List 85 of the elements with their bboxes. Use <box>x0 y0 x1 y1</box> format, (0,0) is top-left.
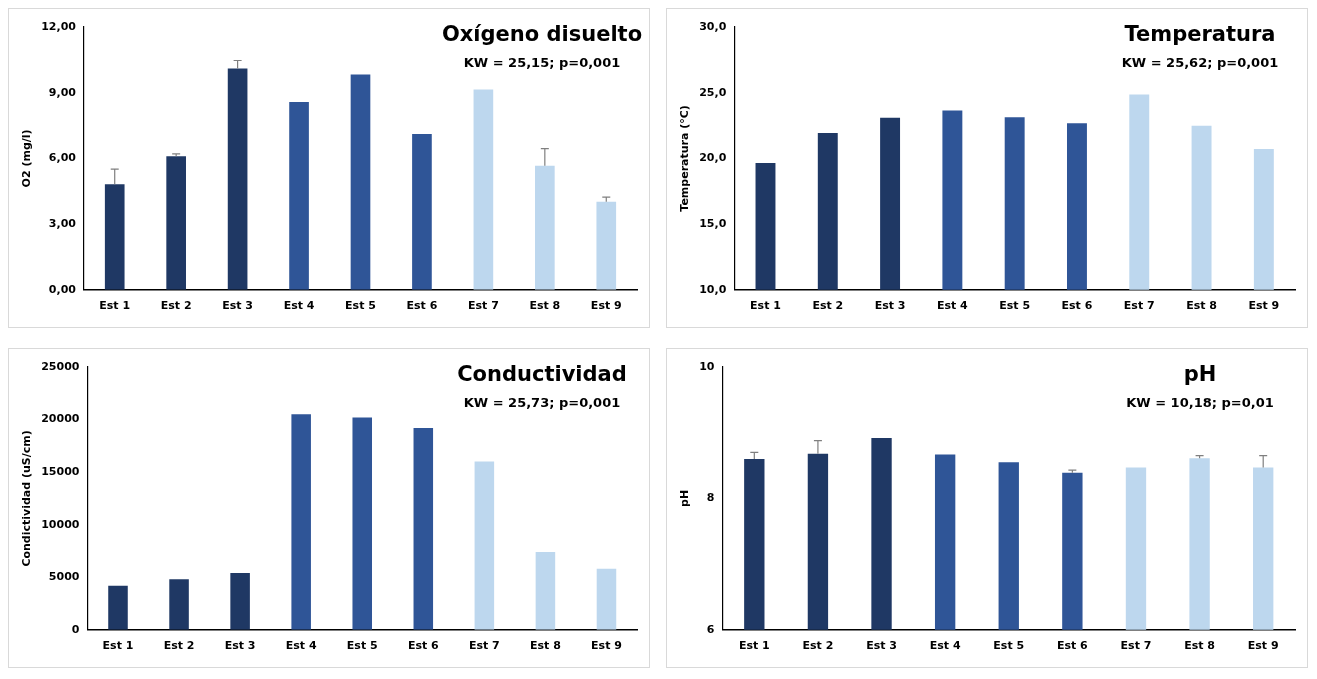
x-tick-label: Est 1 <box>102 639 134 653</box>
bar <box>473 89 494 290</box>
x-tick-label: Est 5 <box>993 639 1025 653</box>
chart-title: Conductividad <box>457 361 627 386</box>
x-tick-label: Est 3 <box>224 639 256 653</box>
x-tick-label: Est 1 <box>750 299 781 313</box>
y-tick-label: 20,0 <box>699 151 727 165</box>
x-tick-label: Est 1 <box>738 639 770 653</box>
bar <box>413 427 434 630</box>
y-axis-title: Condictividad (uS/cm) <box>20 430 34 567</box>
bar <box>350 74 371 290</box>
text: KW = 25,15; p=0,001 <box>463 54 621 70</box>
bar <box>474 461 495 630</box>
y-axis-title: O2 (mg/l) <box>20 129 34 188</box>
x-tick-label: Est 2 <box>802 639 834 653</box>
y-tick-label: 10 <box>699 359 715 373</box>
y-tick-label: 6,00 <box>48 151 77 165</box>
bar <box>227 68 248 290</box>
bar <box>230 573 250 630</box>
x-tick-label: Est 4 <box>929 639 961 653</box>
x-tick-label: Est 9 <box>591 639 622 653</box>
text: KW = 10,18; p=0,01 <box>1126 394 1274 410</box>
x-tick-label: Est 4 <box>285 639 317 653</box>
bar <box>289 101 309 290</box>
y-tick-label: 25000 <box>41 359 80 373</box>
x-tick-label: Est 7 <box>1123 299 1155 313</box>
x-tick-label: Est 6 <box>406 299 438 313</box>
x-tick-label: Est 5 <box>346 639 378 653</box>
y-tick-label: 8 <box>706 491 715 505</box>
bar <box>596 201 617 290</box>
y-tick-label: 25,0 <box>699 85 727 99</box>
text: KW = 25,62; p=0,001 <box>1121 54 1279 70</box>
x-tick-label: Est 8 <box>1186 299 1217 313</box>
bar <box>535 552 556 630</box>
x-tick-label: Est 2 <box>160 299 192 313</box>
x-tick-label: Est 1 <box>99 299 131 313</box>
y-tick-label: 6 <box>706 622 715 636</box>
x-tick-label: Est 2 <box>163 639 195 653</box>
x-tick-label: Est 7 <box>467 299 499 313</box>
x-tick-label: Est 3 <box>874 299 906 313</box>
bar <box>166 156 186 290</box>
bar <box>108 585 128 630</box>
y-tick-label: 3,00 <box>48 216 77 230</box>
x-tick-label: Est 6 <box>407 639 440 653</box>
chart-title: Temperatura <box>1124 21 1276 46</box>
y-tick-label: 20000 <box>41 412 80 426</box>
x-tick-label: Est 5 <box>345 299 376 313</box>
y-tick-label: 0 <box>71 622 80 636</box>
x-tick-label: Est 7 <box>1120 639 1152 653</box>
chart-title: pH <box>1183 361 1217 386</box>
bar <box>412 134 432 290</box>
x-tick-label: Est 4 <box>283 299 315 313</box>
bar <box>535 165 555 290</box>
y-tick-label: 30,0 <box>699 19 727 33</box>
x-tick-label: Est 4 <box>936 299 969 313</box>
x-tick-label: Est 8 <box>529 299 561 313</box>
x-tick-label: Est 2 <box>812 299 844 313</box>
y-tick-label: 5000 <box>48 570 80 584</box>
x-tick-label: Est 8 <box>530 639 561 653</box>
x-tick-label: Est 3 <box>866 639 897 653</box>
x-tick-label: Est 8 <box>1184 639 1215 653</box>
y-tick-label: 10000 <box>41 517 80 531</box>
x-tick-label: Est 6 <box>1061 299 1093 313</box>
y-axis-title: pH <box>678 489 692 507</box>
bar <box>169 579 189 630</box>
y-axis-title: Temperatura (°C) <box>678 105 692 212</box>
y-tick-label: 0,00 <box>48 282 77 296</box>
y-tick-label: 15000 <box>41 464 80 478</box>
x-tick-label: Est 9 <box>1247 639 1279 653</box>
text: KW = 25,73; p=0,001 <box>463 394 621 410</box>
bar <box>291 414 311 630</box>
bar <box>596 568 617 630</box>
bar <box>352 417 372 630</box>
y-tick-label: 9,00 <box>48 85 77 99</box>
x-tick-label: Est 9 <box>590 299 622 313</box>
y-tick-label: 10,0 <box>699 282 727 296</box>
y-tick-label: 12,00 <box>41 19 77 33</box>
y-tick-label: 15,0 <box>699 216 727 230</box>
x-tick-label: Est 6 <box>1056 639 1089 653</box>
chart-title: Oxígeno disuelto <box>441 21 643 46</box>
bar <box>104 184 125 290</box>
x-tick-label: Est 5 <box>999 299 1031 313</box>
x-tick-label: Est 9 <box>1248 299 1280 313</box>
x-tick-label: Est 3 <box>222 299 254 313</box>
x-tick-label: Est 7 <box>468 639 500 653</box>
